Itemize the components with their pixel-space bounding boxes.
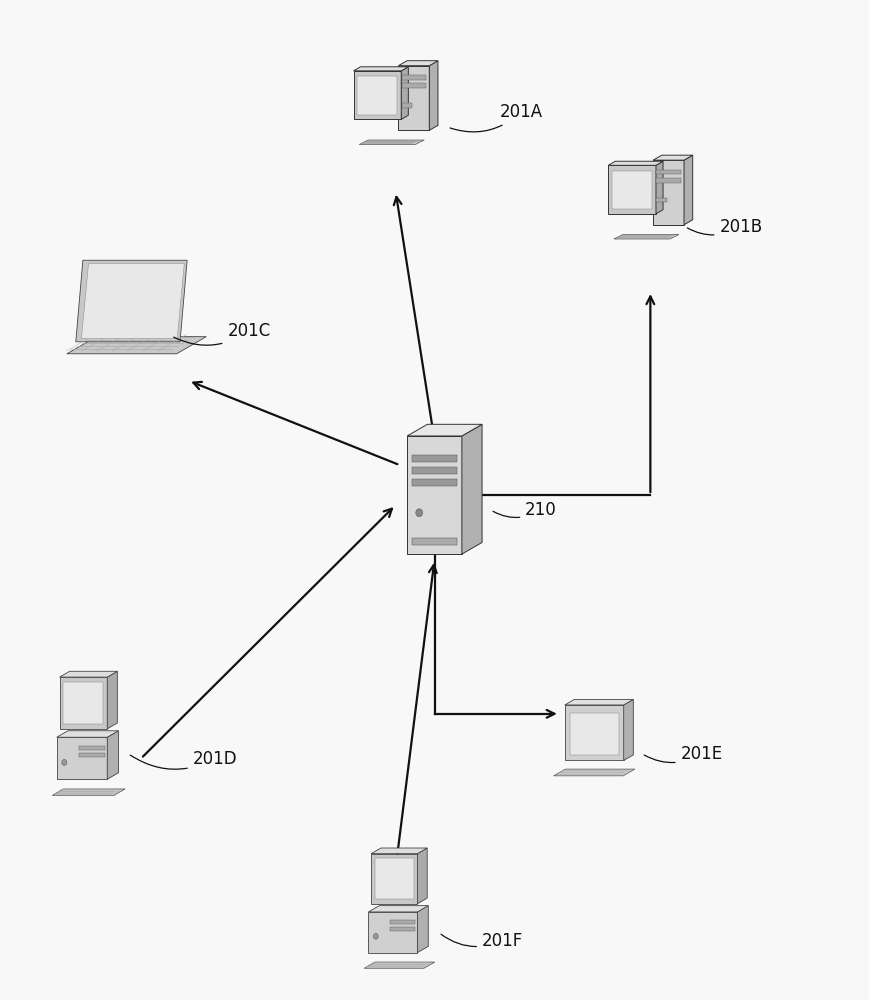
- Polygon shape: [653, 160, 684, 225]
- Polygon shape: [399, 61, 438, 66]
- Polygon shape: [417, 906, 428, 953]
- Polygon shape: [554, 769, 635, 776]
- Polygon shape: [684, 155, 693, 225]
- Polygon shape: [408, 436, 461, 554]
- Polygon shape: [656, 161, 663, 214]
- Bar: [412, 467, 457, 474]
- Bar: [656, 198, 667, 202]
- Bar: [401, 83, 426, 88]
- Bar: [401, 75, 426, 80]
- Bar: [375, 858, 414, 899]
- Polygon shape: [624, 699, 634, 760]
- Bar: [656, 170, 681, 174]
- Polygon shape: [359, 140, 424, 145]
- Text: 201D: 201D: [130, 750, 237, 769]
- Polygon shape: [368, 906, 428, 912]
- Polygon shape: [107, 671, 117, 729]
- Polygon shape: [614, 234, 679, 239]
- Circle shape: [62, 760, 67, 765]
- Polygon shape: [401, 67, 408, 119]
- Text: 210: 210: [493, 501, 557, 519]
- Text: 201E: 201E: [644, 745, 723, 763]
- Polygon shape: [371, 848, 428, 854]
- Circle shape: [415, 509, 422, 517]
- Polygon shape: [82, 264, 184, 339]
- Polygon shape: [608, 161, 663, 165]
- Polygon shape: [76, 260, 187, 342]
- Polygon shape: [653, 155, 693, 160]
- Bar: [412, 455, 457, 462]
- Polygon shape: [565, 699, 634, 705]
- Polygon shape: [429, 61, 438, 130]
- Bar: [612, 171, 652, 209]
- Text: 201F: 201F: [441, 932, 523, 950]
- Bar: [390, 920, 415, 924]
- Bar: [390, 927, 415, 931]
- Bar: [79, 753, 105, 757]
- Text: 201B: 201B: [687, 218, 763, 235]
- Polygon shape: [461, 424, 482, 554]
- Polygon shape: [354, 67, 408, 71]
- Polygon shape: [368, 912, 417, 953]
- Bar: [357, 76, 397, 115]
- Polygon shape: [608, 165, 656, 214]
- Polygon shape: [56, 737, 107, 779]
- Bar: [79, 746, 105, 750]
- Bar: [412, 538, 457, 545]
- Circle shape: [374, 934, 378, 939]
- Polygon shape: [371, 854, 417, 904]
- Bar: [401, 103, 413, 108]
- Bar: [656, 178, 681, 183]
- Polygon shape: [399, 66, 429, 130]
- Polygon shape: [60, 677, 107, 729]
- Polygon shape: [565, 705, 624, 760]
- Bar: [569, 713, 619, 755]
- Polygon shape: [408, 424, 482, 436]
- Text: 201C: 201C: [174, 322, 270, 345]
- Bar: [63, 682, 103, 724]
- Bar: [412, 479, 457, 486]
- Polygon shape: [56, 731, 118, 737]
- Polygon shape: [364, 962, 434, 968]
- Polygon shape: [354, 71, 401, 119]
- Polygon shape: [417, 848, 428, 904]
- Polygon shape: [107, 731, 118, 779]
- Polygon shape: [52, 789, 125, 795]
- Text: 201A: 201A: [450, 103, 542, 132]
- Polygon shape: [67, 337, 206, 354]
- Polygon shape: [60, 671, 117, 677]
